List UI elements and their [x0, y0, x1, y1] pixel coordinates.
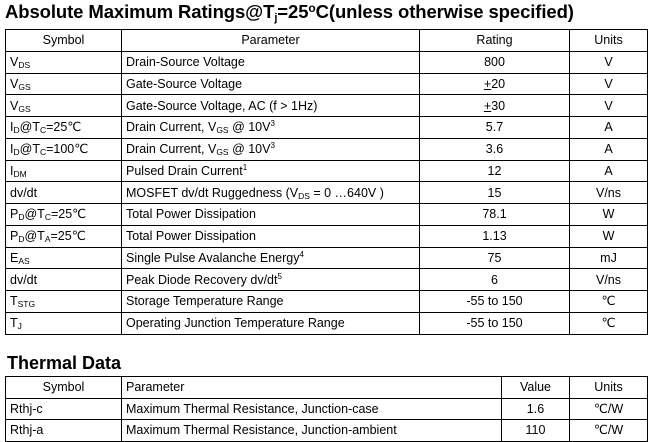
- symbol-cell: ID@TC=100℃: [5, 137, 122, 161]
- rating-cell: 78.1: [419, 203, 570, 226]
- table-header-row: Symbol Parameter Rating Units: [5, 29, 648, 52]
- thermal-data-table: Symbol Parameter Value Units Rthj-c Maxim…: [5, 376, 648, 442]
- table-row: PD@TA=25℃ Total Power Dissipation 1.13 W: [5, 224, 648, 248]
- symbol-cell: VGS: [5, 72, 122, 96]
- header-parameter: Parameter: [121, 376, 502, 399]
- units-cell: W: [569, 203, 648, 226]
- rating-cell: 15: [419, 181, 570, 204]
- table-row: VGS Gate-Source Voltage +20 V: [5, 72, 648, 96]
- value-cell: 1.6: [501, 397, 570, 421]
- units-cell: A: [569, 137, 648, 161]
- rating-cell: 6: [419, 268, 570, 291]
- parameter-cell: Total Power Dissipation: [121, 203, 420, 226]
- thermal-data-title: Thermal Data: [7, 353, 122, 373]
- header-units: Units: [569, 29, 648, 52]
- symbol-cell: TJ: [5, 311, 122, 335]
- units-cell: V: [569, 50, 648, 74]
- units-cell: V: [569, 72, 648, 96]
- parameter-cell: Maximum Thermal Resistance, Junction-amb…: [121, 419, 502, 442]
- symbol-cell: TSTG: [5, 290, 122, 313]
- parameter-cell: Operating Junction Temperature Range: [121, 311, 420, 335]
- rating-cell: 800: [419, 50, 570, 74]
- table-row: IDM Pulsed Drain Current1 12 A: [5, 159, 648, 183]
- parameter-cell: Peak Diode Recovery dv/dt5: [121, 268, 420, 291]
- parameter-cell: MOSFET dv/dt Ruggedness (VDS = 0 …640V ): [121, 181, 420, 204]
- value-cell: 110: [501, 419, 570, 442]
- parameter-cell: Maximum Thermal Resistance, Junction-cas…: [121, 397, 502, 421]
- rating-cell: 3.6: [419, 137, 570, 161]
- parameter-cell: Gate-Source Voltage: [121, 72, 420, 96]
- units-cell: ℃/W: [569, 397, 648, 421]
- rating-cell: -55 to 150: [419, 290, 570, 313]
- header-symbol: Symbol: [5, 29, 122, 52]
- table-row: ID@TC=25℃ Drain Current, VGS @ 10V3 5.7 A: [5, 116, 648, 139]
- symbol-cell: VDS: [5, 50, 122, 74]
- parameter-cell: Drain Current, VGS @ 10V3: [121, 116, 420, 139]
- units-cell: A: [569, 116, 648, 139]
- rating-cell: 12: [419, 159, 570, 183]
- header-parameter: Parameter: [121, 29, 420, 52]
- units-cell: V/ns: [569, 181, 648, 204]
- header-rating: Rating: [419, 29, 570, 52]
- rating-cell: 5.7: [419, 116, 570, 139]
- table-row: VGS Gate-Source Voltage, AC (f > 1Hz) +30 V: [5, 94, 648, 117]
- parameter-cell: Storage Temperature Range: [121, 290, 420, 313]
- table-row: Rthj-a Maximum Thermal Resistance, Juncti…: [5, 419, 648, 442]
- units-cell: V: [569, 94, 648, 117]
- table-row: PD@TC=25℃ Total Power Dissipation 78.1 W: [5, 203, 648, 226]
- header-value: Value: [501, 376, 570, 399]
- table-row: ID@TC=100℃ Drain Current, VGS @ 10V3 3.6 A: [5, 137, 648, 161]
- units-cell: ℃/W: [569, 419, 648, 442]
- parameter-cell: Drain-Source Voltage: [121, 50, 420, 74]
- table-row: VDS Drain-Source Voltage 800 V: [5, 50, 648, 74]
- parameter-cell: Pulsed Drain Current1: [121, 159, 420, 183]
- rating-cell: -55 to 150: [419, 311, 570, 335]
- units-cell: ℃: [569, 290, 648, 313]
- table-row: Rthj-c Maximum Thermal Resistance, Juncti…: [5, 397, 648, 421]
- units-cell: A: [569, 159, 648, 183]
- table-row: dv/dt Peak Diode Recovery dv/dt5 6 V/ns: [5, 268, 648, 291]
- parameter-cell: Drain Current, VGS @ 10V3: [121, 137, 420, 161]
- symbol-cell: PD@TC=25℃: [5, 203, 122, 226]
- rating-cell: +30: [419, 94, 570, 117]
- table-row: dv/dt MOSFET dv/dt Ruggedness (VDS = 0 …6…: [5, 181, 648, 204]
- header-symbol: Symbol: [5, 376, 122, 399]
- rating-cell: +20: [419, 72, 570, 96]
- units-cell: V/ns: [569, 268, 648, 291]
- header-units: Units: [569, 376, 648, 399]
- symbol-cell: dv/dt: [5, 268, 122, 291]
- absolute-max-ratings-title: Absolute Maximum Ratings@Tj=25oC(unless …: [5, 1, 574, 24]
- symbol-cell: EAS: [5, 246, 122, 270]
- symbol-cell: ID@TC=25℃: [5, 116, 122, 139]
- table-row: TSTG Storage Temperature Range -55 to 150 ℃: [5, 290, 648, 313]
- symbol-cell: VGS: [5, 94, 122, 117]
- absolute-max-ratings-table: Symbol Parameter Rating Units VDS Drain-S…: [5, 29, 648, 335]
- units-cell: W: [569, 224, 648, 248]
- symbol-cell: dv/dt: [5, 181, 122, 204]
- symbol-cell: IDM: [5, 159, 122, 183]
- table-header-row: Symbol Parameter Value Units: [5, 376, 648, 399]
- symbol-cell: Rthj-a: [5, 419, 122, 442]
- symbol-cell: Rthj-c: [5, 397, 122, 421]
- rating-cell: 1.13: [419, 224, 570, 248]
- rating-cell: 75: [419, 246, 570, 270]
- units-cell: mJ: [569, 246, 648, 270]
- parameter-cell: Gate-Source Voltage, AC (f > 1Hz): [121, 94, 420, 117]
- units-cell: ℃: [569, 311, 648, 335]
- parameter-cell: Total Power Dissipation: [121, 224, 420, 248]
- table-row: TJ Operating Junction Temperature Range -5…: [5, 311, 648, 335]
- symbol-cell: PD@TA=25℃: [5, 224, 122, 248]
- parameter-cell: Single Pulse Avalanche Energy4: [121, 246, 420, 270]
- table-row: EAS Single Pulse Avalanche Energy4 75 mJ: [5, 246, 648, 270]
